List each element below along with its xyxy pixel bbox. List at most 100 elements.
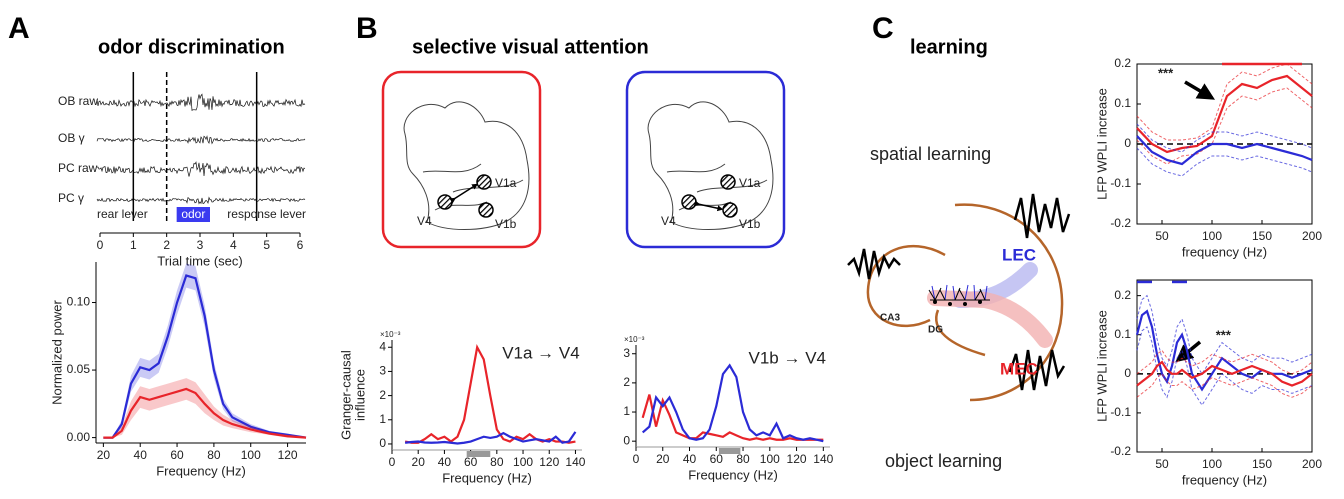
x-tick-label: 50 <box>1155 229 1169 243</box>
x-tick-label: 80 <box>736 452 750 466</box>
error-line <box>1136 373 1313 398</box>
plot-frame <box>1136 279 1313 453</box>
y-tick-label: 4 <box>379 339 386 353</box>
trace-label: PC γ <box>58 191 84 205</box>
y-tick-label: 0 <box>1124 366 1131 380</box>
series-line <box>641 363 824 443</box>
x-tick-label: 200 <box>1302 457 1322 471</box>
area-label: V1a <box>739 176 761 190</box>
signal-trace <box>96 93 306 112</box>
x-tick-label: 100 <box>1202 229 1222 243</box>
annotation: V1a → V4 <box>502 343 580 362</box>
error-line <box>1136 123 1313 153</box>
hippocampus-diagram: LEC MEC CA3 DG spatial learning object l… <box>847 144 1071 471</box>
y-tick-label: 1 <box>623 404 630 418</box>
x-tick-label: 20 <box>412 455 426 469</box>
annotation: *** <box>1158 65 1174 80</box>
y-tick-label: -0.1 <box>1110 405 1131 419</box>
y-tick-label: 0 <box>1124 136 1131 150</box>
axis-exponent: ×10⁻³ <box>380 330 401 339</box>
x-tick-label: 20 <box>656 452 670 466</box>
y-tick-label: 0 <box>379 436 386 450</box>
y-tick-label: 0.00 <box>67 430 91 444</box>
error-line <box>1136 349 1313 375</box>
x-tick-label: 3 <box>197 238 204 252</box>
x-axis-label: frequency (Hz) <box>1182 472 1267 487</box>
x-tick-label: 100 <box>1202 457 1222 471</box>
series-line <box>103 274 307 439</box>
x-tick-label: 100 <box>760 452 780 466</box>
series-line <box>1136 135 1313 166</box>
x-tick-label: 140 <box>565 455 585 469</box>
y-tick-label: -0.2 <box>1110 216 1131 230</box>
error-line <box>1136 147 1313 177</box>
y-tick-label: 0.2 <box>1114 56 1131 70</box>
brain-diagram: V1a V4 V1b <box>381 70 542 249</box>
area-label: V1b <box>495 217 517 231</box>
trace-label: OB raw <box>58 94 98 108</box>
x-tick-label: 40 <box>438 455 452 469</box>
y-axis-label: Granger-causal <box>338 350 353 440</box>
x-tick-label: 60 <box>710 452 724 466</box>
stimulus-bar <box>466 451 491 457</box>
x-tick-label: 150 <box>1252 457 1272 471</box>
condition-label: object learning <box>885 451 1002 471</box>
x-tick-label: 40 <box>134 448 148 462</box>
x-axis-label: Frequency (Hz) <box>442 470 532 485</box>
condition-label: spatial learning <box>870 144 991 164</box>
panel-label: C <box>872 12 894 45</box>
lec-label: LEC <box>1002 245 1036 264</box>
x-tick-label: 100 <box>241 448 261 462</box>
x-tick-label: 120 <box>278 448 298 462</box>
error-band <box>103 378 306 438</box>
stimulus-bar <box>718 448 741 454</box>
y-tick-label: 0.05 <box>67 362 91 376</box>
panel-label: A <box>8 12 30 45</box>
area-label: V4 <box>661 214 676 228</box>
x-tick-label: 40 <box>683 452 697 466</box>
x-tick-label: 80 <box>490 455 504 469</box>
y-tick-label: 0.1 <box>1114 327 1131 341</box>
y-tick-label: 0 <box>623 433 630 447</box>
y-axis-label: Normalized power <box>49 299 64 404</box>
trace-label: OB γ <box>58 131 85 145</box>
dg-label: DG <box>928 325 943 336</box>
y-tick-label: 0.10 <box>67 295 91 309</box>
x-tick-label: 0 <box>389 455 396 469</box>
y-axis-label: LFP WPLI increase <box>1094 88 1109 200</box>
y-tick-label: -0.2 <box>1110 444 1131 458</box>
area-label: V1b <box>739 217 761 231</box>
x-tick-label: 60 <box>464 455 478 469</box>
signal-trace <box>96 135 306 145</box>
error-line <box>1136 87 1313 165</box>
x-tick-label: 100 <box>513 455 533 469</box>
brain-diagram: V1a V4 V1b <box>625 70 786 249</box>
y-tick-label: 1 <box>379 412 386 426</box>
x-axis-label: Trial time (sec) <box>157 253 242 268</box>
y-tick-label: 3 <box>379 364 386 378</box>
y-axis-label: LFP WPLI increase <box>1094 310 1109 422</box>
event-label: response lever <box>227 207 306 221</box>
panel-title: odor discrimination <box>98 36 285 58</box>
y-tick-label: 3 <box>623 346 630 360</box>
mec-label: MEC <box>1000 359 1038 378</box>
panel-title: learning <box>910 36 988 58</box>
panel-label: B <box>356 12 378 45</box>
x-tick-label: 0 <box>633 452 640 466</box>
x-tick-label: 200 <box>1302 229 1322 243</box>
error-line <box>1136 63 1313 141</box>
series-line <box>641 394 824 441</box>
period-label: odor <box>181 207 205 221</box>
area-label: V4 <box>417 214 432 228</box>
y-tick-label: 2 <box>623 375 630 389</box>
annotation: V1b → V4 <box>749 348 827 367</box>
x-axis-label: Frequency (Hz) <box>156 463 246 478</box>
x-tick-label: 150 <box>1252 229 1272 243</box>
x-tick-label: 0 <box>97 238 104 252</box>
x-axis-label: Frequency (Hz) <box>688 467 778 482</box>
odor-period <box>176 207 210 222</box>
x-tick-label: 80 <box>207 448 221 462</box>
x-tick-label: 120 <box>539 455 559 469</box>
y-axis-label: influence <box>352 369 367 421</box>
axis-exponent: ×10⁻³ <box>624 335 645 344</box>
